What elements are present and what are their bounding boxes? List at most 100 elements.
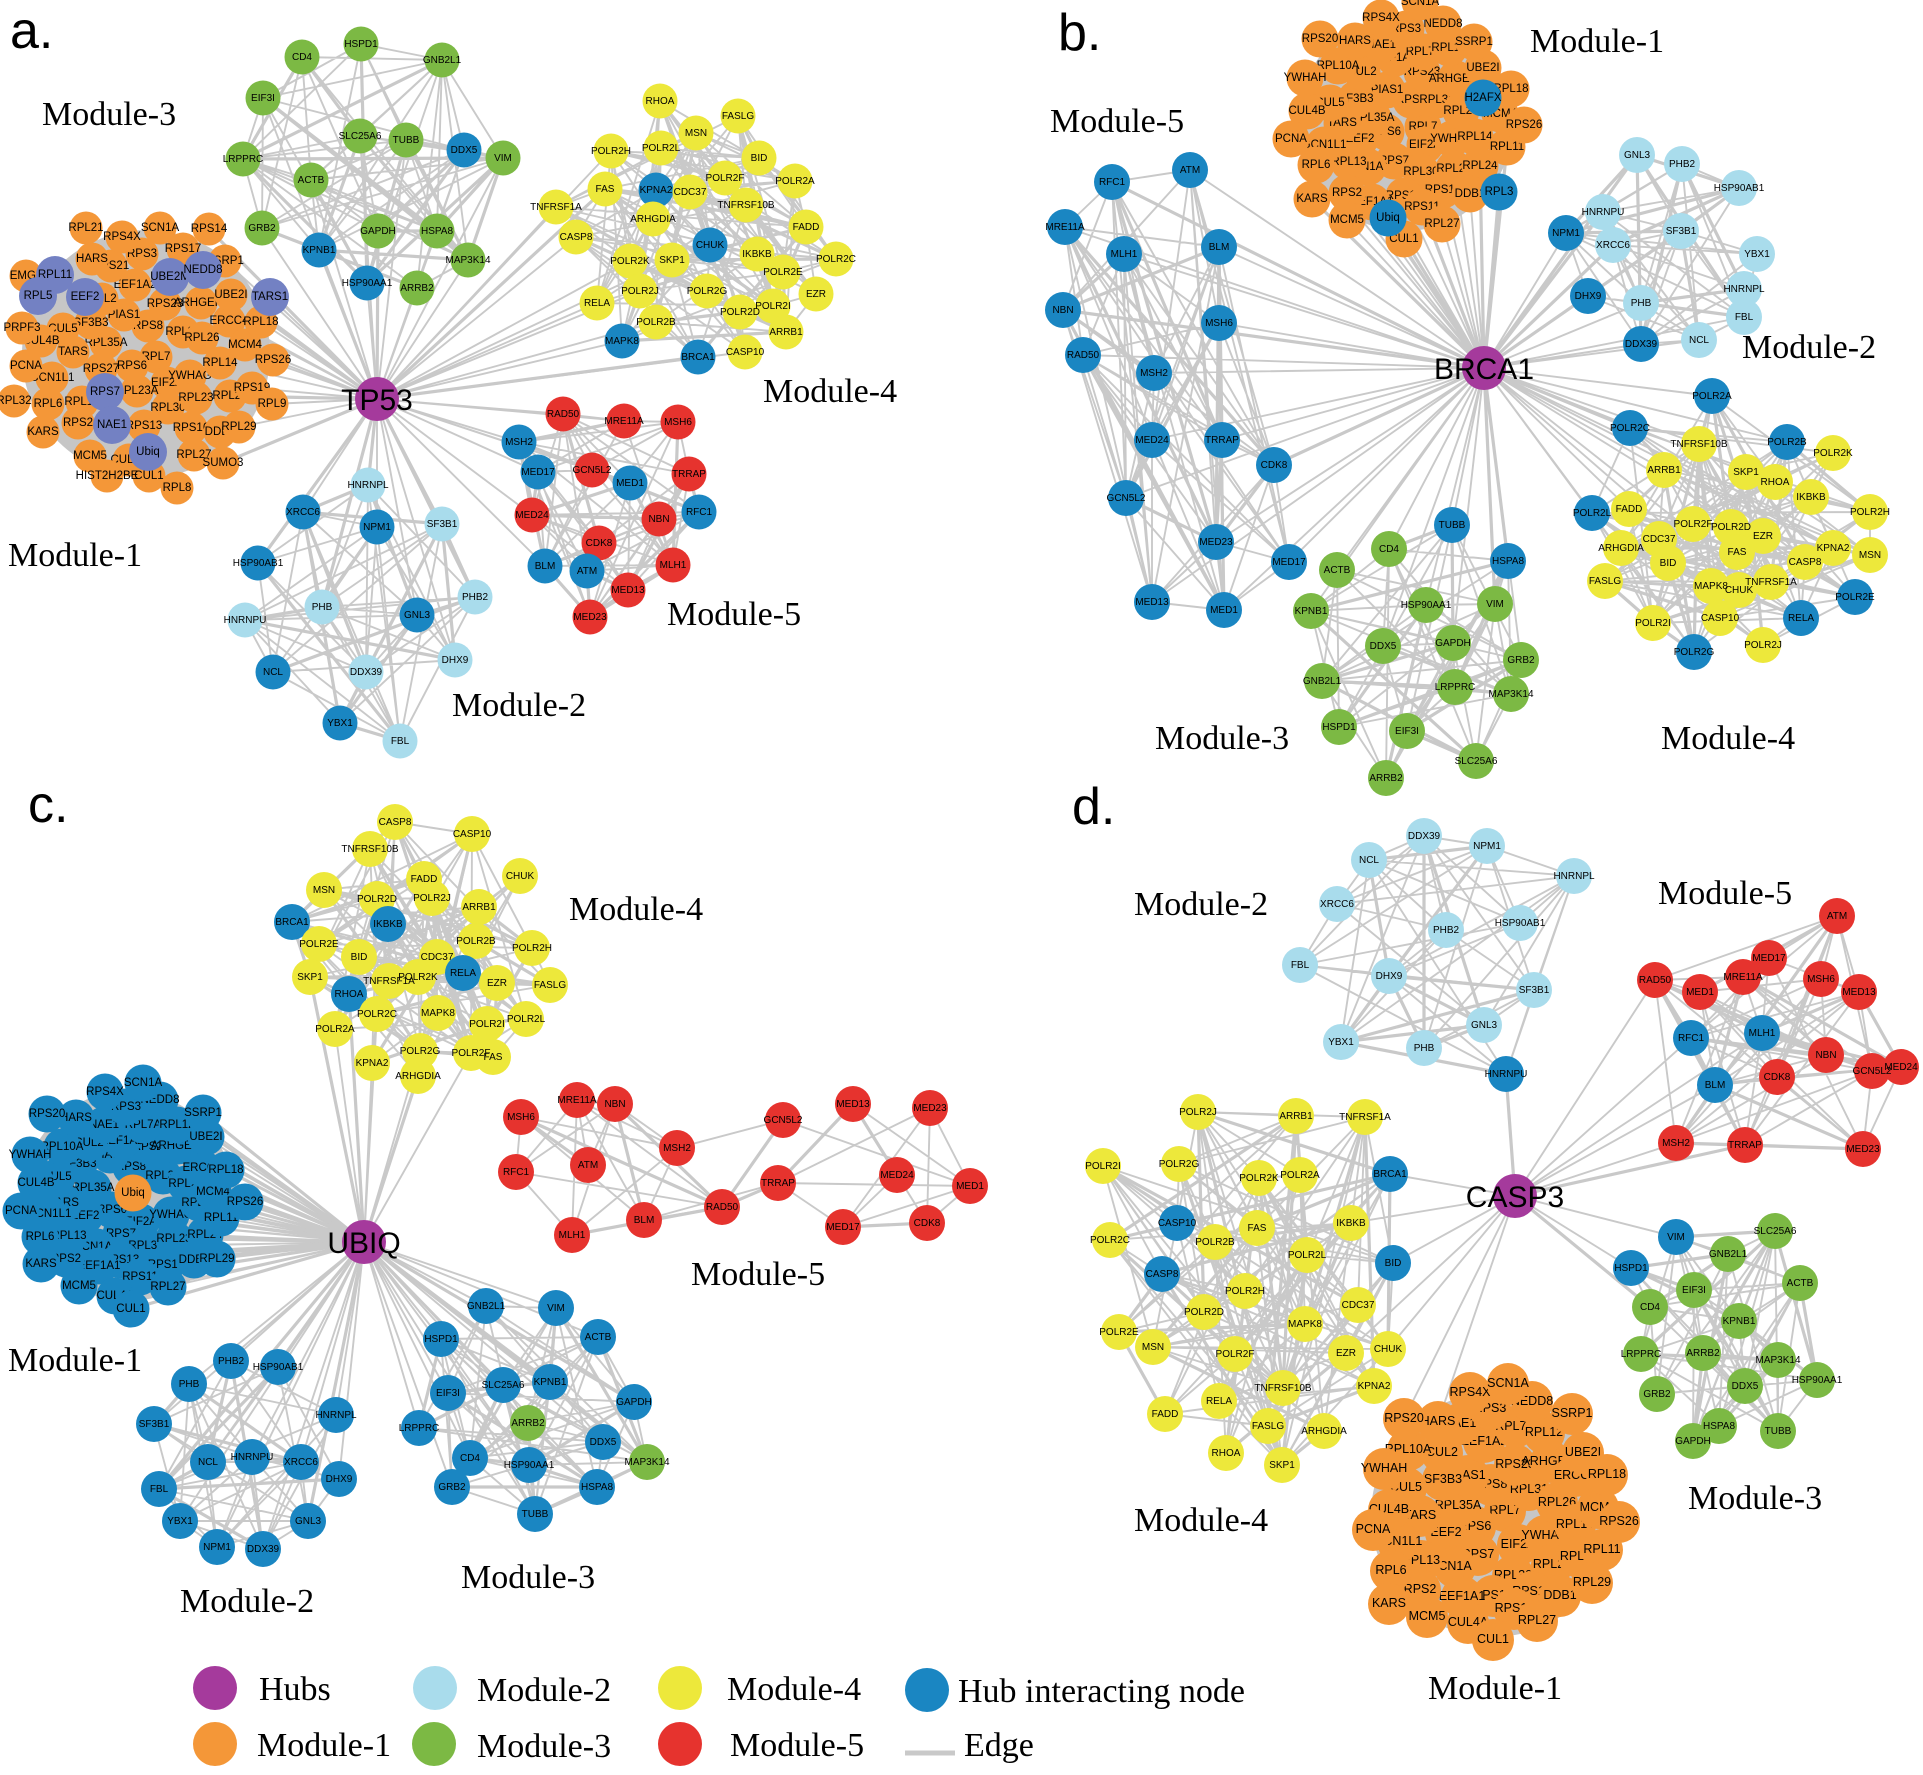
svg-text:RPL24: RPL24 bbox=[1462, 160, 1498, 172]
svg-text:XRCC6: XRCC6 bbox=[1596, 240, 1630, 251]
svg-text:RPS13: RPS13 bbox=[126, 420, 162, 432]
svg-text:PHB2: PHB2 bbox=[218, 1356, 245, 1367]
svg-text:MED1: MED1 bbox=[956, 1181, 984, 1192]
svg-text:RPS26: RPS26 bbox=[227, 1196, 263, 1208]
svg-text:MSH2: MSH2 bbox=[663, 1143, 691, 1154]
svg-text:KPNA2: KPNA2 bbox=[1817, 543, 1850, 554]
svg-text:FBL: FBL bbox=[391, 736, 410, 747]
svg-text:HSPD1: HSPD1 bbox=[344, 39, 378, 50]
svg-text:MED23: MED23 bbox=[573, 612, 607, 623]
svg-text:Module-5: Module-5 bbox=[730, 1727, 864, 1764]
svg-text:SF3B3: SF3B3 bbox=[1424, 1472, 1462, 1486]
svg-text:POLR2E: POLR2E bbox=[1099, 1327, 1139, 1338]
svg-text:EEF2: EEF2 bbox=[1430, 1525, 1461, 1539]
svg-text:FBL: FBL bbox=[1291, 960, 1310, 971]
svg-text:POLR2I: POLR2I bbox=[1085, 1161, 1121, 1172]
svg-text:SSRP1: SSRP1 bbox=[1552, 1406, 1593, 1420]
svg-text:POLR2A: POLR2A bbox=[1692, 391, 1732, 402]
svg-text:NPM1: NPM1 bbox=[203, 1542, 231, 1553]
svg-text:BID: BID bbox=[1660, 558, 1677, 569]
svg-text:ACTB: ACTB bbox=[1787, 1278, 1814, 1289]
svg-text:NCL: NCL bbox=[198, 1457, 218, 1468]
svg-text:Module-3: Module-3 bbox=[42, 96, 176, 133]
svg-text:GCN1L1: GCN1L1 bbox=[30, 372, 75, 384]
svg-text:CUL1: CUL1 bbox=[1389, 233, 1418, 245]
svg-text:MLH1: MLH1 bbox=[559, 1230, 586, 1241]
svg-text:DDB1: DDB1 bbox=[1455, 188, 1486, 200]
svg-text:FADD: FADD bbox=[411, 874, 438, 885]
svg-text:HARS: HARS bbox=[1421, 1414, 1456, 1428]
svg-text:HNRNPU: HNRNPU bbox=[1582, 207, 1625, 218]
svg-text:ARHGEF4: ARHGEF4 bbox=[174, 297, 229, 309]
svg-text:Hub interacting node: Hub interacting node bbox=[958, 1673, 1245, 1710]
svg-text:PHB2: PHB2 bbox=[462, 592, 489, 603]
svg-text:CDK8: CDK8 bbox=[1261, 460, 1288, 471]
svg-text:MED24: MED24 bbox=[1135, 435, 1169, 446]
svg-text:DHX9: DHX9 bbox=[326, 1474, 353, 1485]
svg-text:MSH6: MSH6 bbox=[1807, 974, 1835, 985]
svg-text:HNRNPU: HNRNPU bbox=[231, 1452, 274, 1463]
svg-text:SLC25A6: SLC25A6 bbox=[1455, 756, 1498, 767]
svg-text:TUBB: TUBB bbox=[1439, 520, 1466, 531]
svg-text:TNFRSF10B: TNFRSF10B bbox=[1254, 1383, 1312, 1394]
svg-text:POLR2H: POLR2H bbox=[512, 943, 552, 954]
svg-text:GNB2L1: GNB2L1 bbox=[1303, 676, 1342, 687]
svg-text:Ubiq: Ubiq bbox=[121, 1187, 145, 1199]
svg-text:CUL5: CUL5 bbox=[48, 323, 77, 335]
svg-text:MCM4: MCM4 bbox=[196, 1186, 230, 1198]
svg-text:Module-2: Module-2 bbox=[1742, 329, 1876, 366]
svg-text:VIM: VIM bbox=[494, 153, 512, 164]
svg-text:RAD50: RAD50 bbox=[1639, 975, 1672, 986]
svg-text:YBX1: YBX1 bbox=[1744, 249, 1770, 260]
svg-text:RELA: RELA bbox=[450, 968, 476, 979]
svg-text:RPS23: RPS23 bbox=[1495, 1457, 1535, 1471]
svg-text:TRRAP: TRRAP bbox=[672, 469, 706, 480]
svg-text:POLR2K: POLR2K bbox=[610, 256, 650, 267]
svg-text:RPL35A: RPL35A bbox=[72, 1182, 115, 1194]
svg-text:MSH6: MSH6 bbox=[507, 1112, 535, 1123]
svg-text:NBN: NBN bbox=[648, 514, 669, 525]
svg-text:RPL13: RPL13 bbox=[51, 1230, 86, 1242]
svg-text:RPL29: RPL29 bbox=[1573, 1575, 1611, 1589]
svg-text:XRCC6: XRCC6 bbox=[286, 507, 320, 518]
svg-text:EEF1A1: EEF1A1 bbox=[78, 1260, 121, 1272]
svg-text:GRB2: GRB2 bbox=[1643, 1389, 1671, 1400]
svg-text:POLR2H: POLR2H bbox=[1850, 507, 1890, 518]
svg-text:POLR2E: POLR2E bbox=[763, 267, 803, 278]
svg-text:TUBB: TUBB bbox=[522, 1509, 549, 1520]
svg-text:MAPK8: MAPK8 bbox=[421, 1008, 455, 1019]
svg-text:Ubiq: Ubiq bbox=[1376, 212, 1400, 224]
svg-text:POLR2G: POLR2G bbox=[400, 1046, 441, 1057]
svg-text:RPL27: RPL27 bbox=[1424, 218, 1459, 230]
svg-text:d.: d. bbox=[1072, 778, 1115, 836]
svg-text:CDK8: CDK8 bbox=[914, 1218, 941, 1229]
svg-text:ATM: ATM bbox=[1180, 165, 1200, 176]
svg-text:MAP3K14: MAP3K14 bbox=[1755, 1355, 1800, 1366]
svg-text:BRCA1: BRCA1 bbox=[1434, 353, 1534, 386]
svg-text:RHOA: RHOA bbox=[1761, 477, 1790, 488]
svg-text:CUL1: CUL1 bbox=[116, 1303, 145, 1315]
svg-text:NAE1: NAE1 bbox=[89, 1119, 119, 1131]
svg-text:RPL6: RPL6 bbox=[34, 398, 63, 410]
svg-text:FBL: FBL bbox=[150, 1484, 169, 1495]
svg-text:RPL10A: RPL10A bbox=[41, 1141, 84, 1153]
svg-text:HNRNPL: HNRNPL bbox=[1553, 871, 1595, 882]
svg-text:HSP90AA1: HSP90AA1 bbox=[1792, 1375, 1843, 1386]
svg-text:TNFRSF10B: TNFRSF10B bbox=[717, 200, 775, 211]
svg-text:Hubs: Hubs bbox=[259, 1671, 331, 1708]
svg-text:MAP3K14: MAP3K14 bbox=[624, 1457, 669, 1468]
svg-text:KPNB1: KPNB1 bbox=[1723, 1316, 1756, 1327]
svg-text:DDX5: DDX5 bbox=[590, 1437, 617, 1448]
svg-text:RAD50: RAD50 bbox=[547, 409, 580, 420]
svg-text:MSN: MSN bbox=[1859, 550, 1881, 561]
svg-text:Module-3: Module-3 bbox=[1155, 720, 1289, 757]
svg-text:CD4: CD4 bbox=[1640, 1302, 1660, 1313]
svg-text:FASLG: FASLG bbox=[722, 111, 754, 122]
svg-text:RPL21: RPL21 bbox=[68, 222, 103, 234]
svg-text:RPL9: RPL9 bbox=[258, 398, 287, 410]
svg-text:UBE2I: UBE2I bbox=[214, 289, 247, 301]
svg-text:UBE2I: UBE2I bbox=[1466, 62, 1499, 74]
svg-text:BID: BID bbox=[751, 153, 768, 164]
svg-text:SF3B1: SF3B1 bbox=[139, 1419, 170, 1430]
svg-text:DDB1: DDB1 bbox=[1543, 1588, 1576, 1602]
